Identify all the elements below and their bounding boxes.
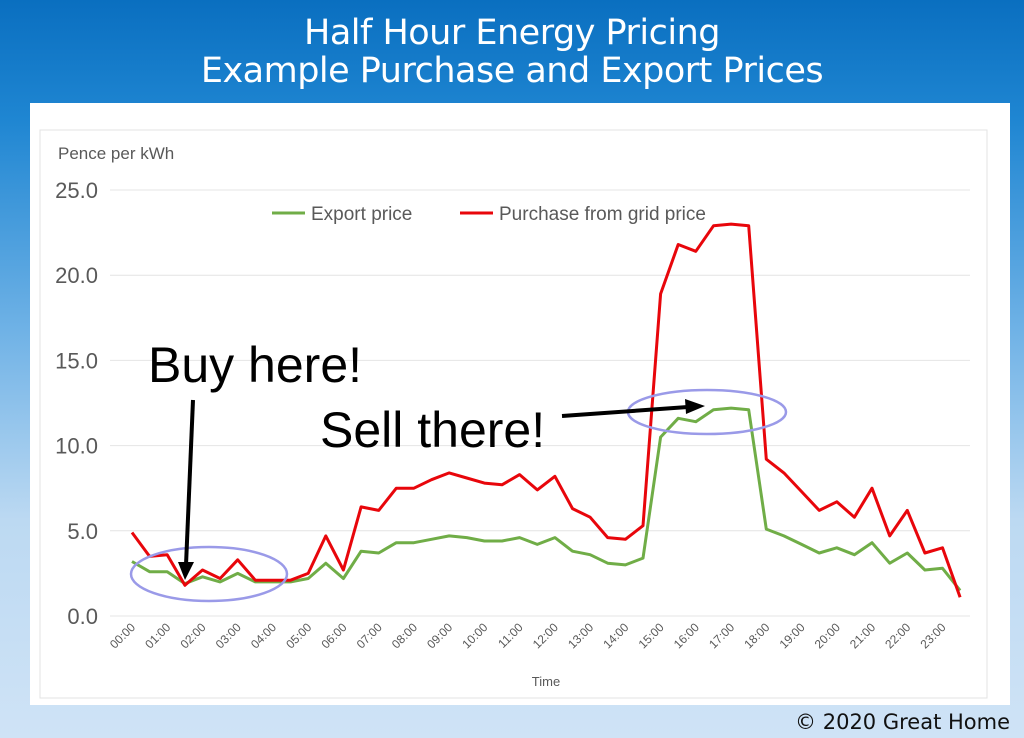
x-tick-label: 18:00 (741, 620, 772, 651)
legend-label-export: Export price (311, 204, 412, 225)
x-tick-label: 19:00 (777, 620, 808, 651)
legend: Export price Purchase from grid price (272, 204, 706, 225)
x-tick-label: 14:00 (600, 620, 631, 651)
legend-label-purchase: Purchase from grid price (499, 204, 706, 225)
series-lines (130, 222, 962, 598)
x-tick-label: 17:00 (706, 620, 737, 651)
sell-there-label: Sell there! (320, 402, 545, 458)
x-axis: 00:00 01:00 02:00 03:00 04:00 05:00 06:00 07:00… (107, 620, 949, 651)
x-tick-label: 00:00 (107, 620, 138, 651)
page-title: Half Hour Energy Pricing Example Purchas… (0, 14, 1024, 90)
x-tick-label: 03:00 (213, 620, 244, 651)
title-line-2: Example Purchase and Export Prices (200, 51, 824, 91)
y-tick-label: 20.0 (55, 263, 98, 288)
x-tick-label: 15:00 (636, 620, 667, 651)
y-tick-label: 0.0 (67, 604, 98, 629)
x-tick-label: 11:00 (495, 620, 526, 651)
x-tick-label: 07:00 (354, 620, 385, 651)
sell-arrowhead-icon (685, 399, 705, 414)
buy-ellipse (129, 545, 289, 603)
y-tick-label: 10.0 (55, 434, 98, 459)
title-line-1: Half Hour Energy Pricing (304, 13, 721, 53)
x-tick-label: 08:00 (389, 620, 420, 651)
y-tick-label: 25.0 (55, 178, 98, 203)
x-tick-label: 13:00 (565, 620, 596, 651)
buy-arrow (184, 399, 195, 566)
x-tick-label: 16:00 (671, 620, 702, 651)
y-axis: 0.0 5.0 10.0 15.0 20.0 25.0 (55, 178, 98, 629)
buy-here-label: Buy here! (148, 337, 362, 393)
x-tick-label: 22:00 (882, 620, 913, 651)
x-tick-label: 21:00 (847, 620, 878, 651)
x-tick-label: 05:00 (283, 620, 314, 651)
y-tick-label: 15.0 (55, 348, 98, 373)
y-axis-label: Pence per kWh (58, 144, 174, 163)
x-tick-label: 23:00 (918, 620, 949, 651)
y-tick-label: 5.0 (67, 519, 98, 544)
x-tick-label: 20:00 (812, 620, 843, 651)
series-line-purchase (130, 222, 962, 598)
series-line-export (131, 406, 962, 592)
chart-area-border (39, 129, 988, 699)
x-tick-label: 04:00 (248, 620, 279, 651)
x-tick-label: 02:00 (177, 620, 208, 651)
copyright: © 2020 Great Home (795, 710, 1010, 734)
x-tick-label: 10:00 (459, 620, 490, 651)
x-tick-label: 09:00 (424, 620, 455, 651)
x-tick-label: 01:00 (142, 620, 173, 651)
x-tick-label: 06:00 (318, 620, 349, 651)
sell-arrow (561, 405, 689, 418)
x-axis-label: Time (532, 674, 560, 689)
x-tick-label: 12:00 (530, 620, 561, 651)
buy-arrowhead-icon (178, 562, 194, 580)
gridlines (110, 189, 970, 617)
annotations: Buy here! Sell there! (129, 337, 788, 603)
